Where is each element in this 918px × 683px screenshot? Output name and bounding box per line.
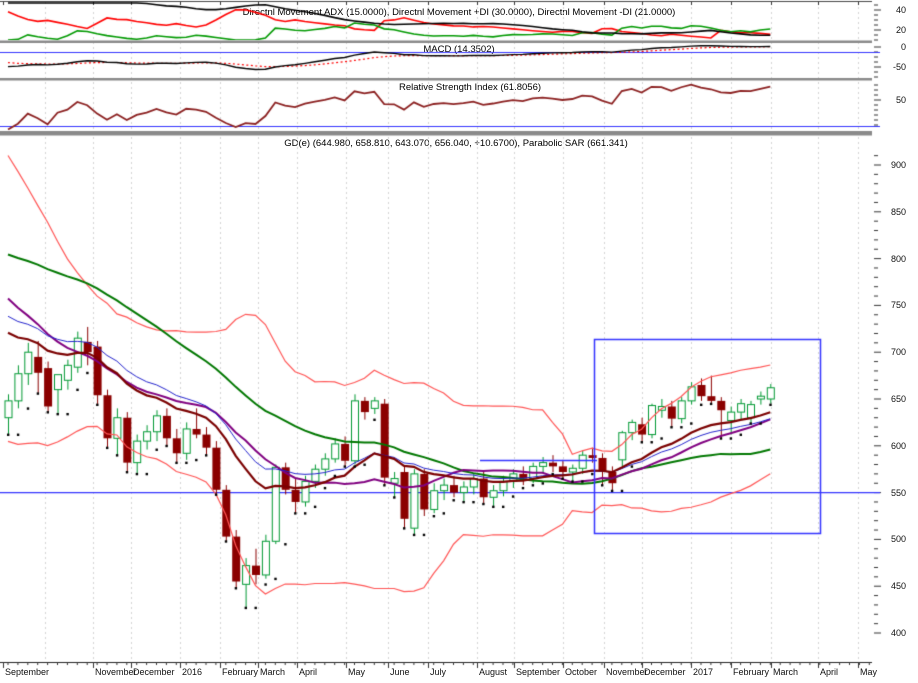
y-axis-label: 600 (890, 440, 906, 451)
x-axis-label: April (820, 667, 839, 677)
x-axis-label: November (95, 667, 137, 677)
adx-axis-label: 20 (895, 25, 906, 35)
x-axis-label: December (133, 667, 175, 677)
y-axis-label: 500 (890, 534, 906, 545)
x-axis-label: June (390, 667, 410, 677)
y-axis-label: 700 (890, 347, 906, 358)
x-axis-label: February (222, 667, 259, 677)
y-axis-label: 450 (890, 581, 906, 592)
x-axis-label: December (644, 667, 686, 677)
x-axis-label: May (348, 667, 366, 677)
x-axis-label: October (565, 667, 598, 677)
macd-axis-label: -50 (892, 62, 906, 72)
x-axis-label: February (733, 667, 770, 677)
x-axis-label: 2017 (693, 667, 714, 677)
x-axis-label: March (773, 667, 799, 677)
adx-axis-label: 40 (895, 5, 906, 15)
x-axis-label: September (516, 667, 561, 677)
x-axis-label: 2016 (182, 667, 203, 677)
y-axis-label: 850 (890, 206, 906, 217)
x-axis-label: July (430, 667, 447, 677)
y-axis-label: 550 (890, 487, 906, 498)
x-axis-label: March (260, 667, 286, 677)
y-axis-label: 800 (890, 253, 906, 264)
x-axis-label: November (606, 667, 648, 677)
y-axis-label: 900 (890, 160, 906, 170)
y-axis-label: 400 (890, 628, 906, 638)
x-axis-label: May (860, 667, 878, 677)
rsi-axis-label: 50 (895, 95, 906, 105)
x-axis-label: August (479, 667, 508, 677)
macd-axis-label: 0 (900, 42, 906, 52)
x-axis-label: September (5, 667, 50, 677)
y-axis-label: 650 (890, 394, 906, 404)
x-axis-label: April (299, 667, 318, 677)
y-axis-label: 750 (890, 300, 906, 311)
